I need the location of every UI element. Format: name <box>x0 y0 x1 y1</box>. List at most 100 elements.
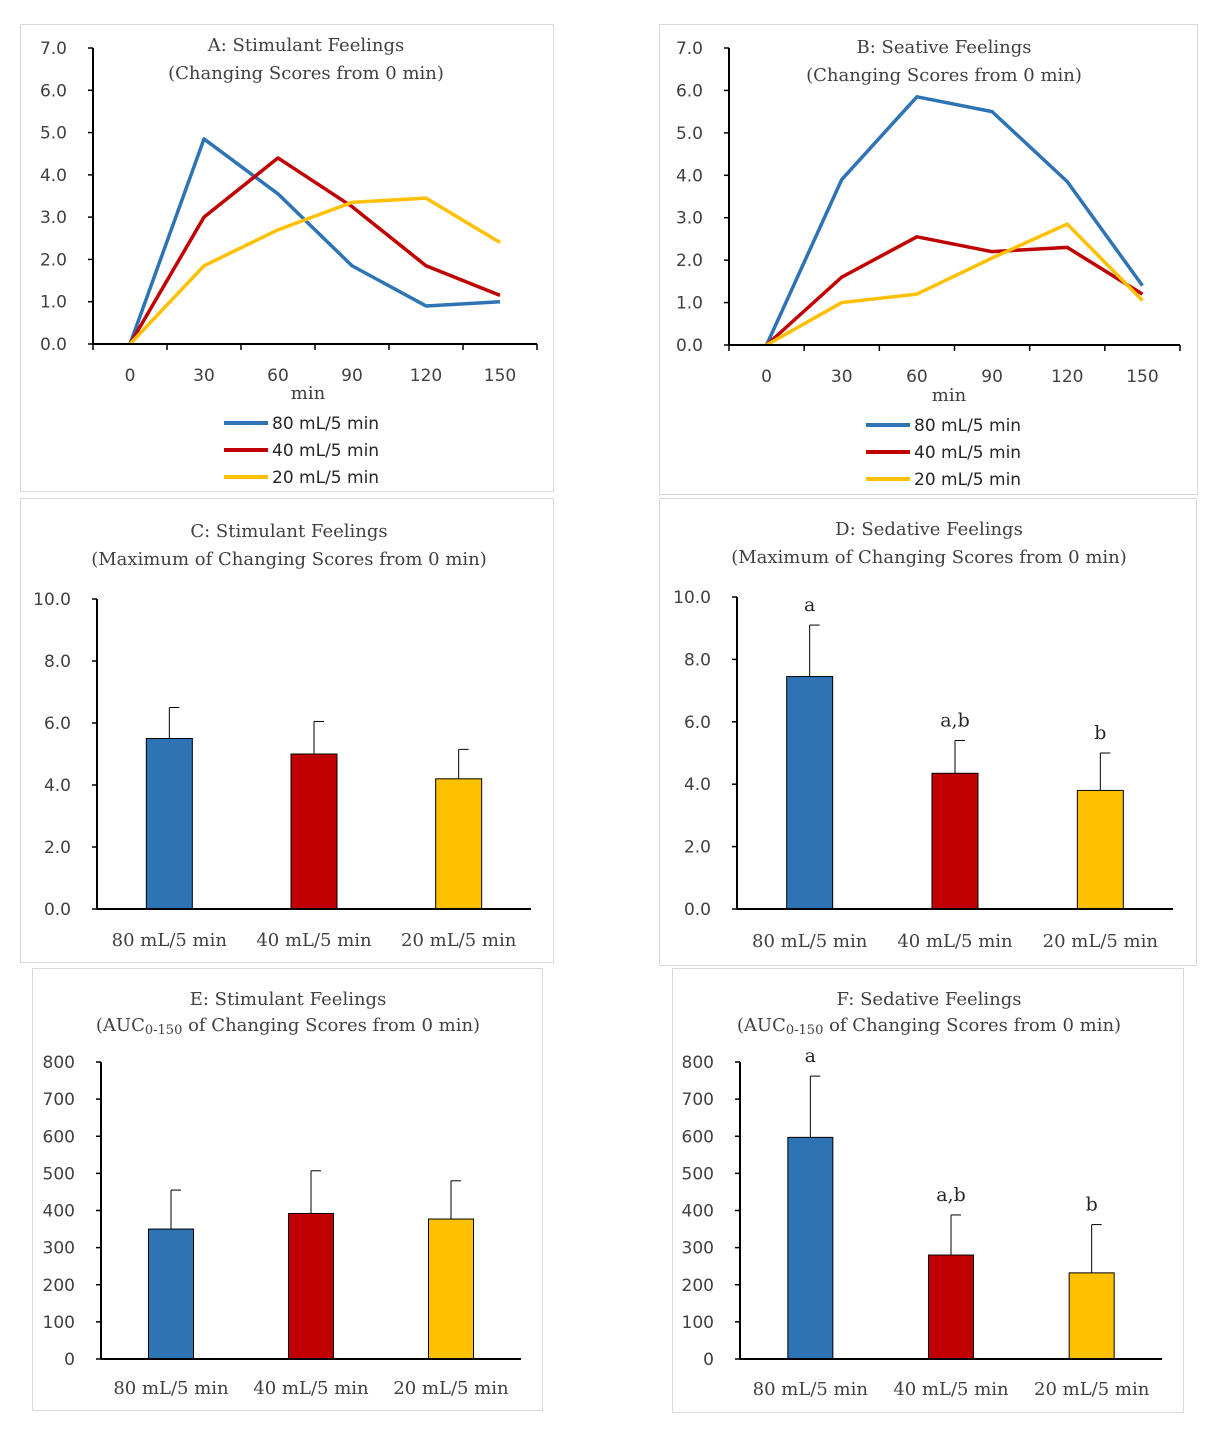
chart-f-ytick-label: 500 <box>682 1164 714 1184</box>
chart-c-subtitle: (Maximum of Changing Scores from 0 min) <box>91 549 487 570</box>
chart-c-category-label: 40 mL/5 min <box>256 930 372 951</box>
chart-d-bar <box>786 676 834 910</box>
chart-f-ytick-label: 700 <box>682 1090 714 1110</box>
chart-f-sig-label: b <box>1086 1194 1098 1216</box>
chart-b-legend-label: 80 mL/5 min <box>914 416 1021 436</box>
panel-b: B: Seative Feelings (Changing Scores fro… <box>659 24 1198 495</box>
chart-f-ytick-label: 200 <box>682 1276 714 1296</box>
chart-a-ytick-label: 3.0 <box>40 208 67 228</box>
chart-f-subtitle: (AUC0-150 of Changing Scores from 0 min) <box>737 1015 1121 1038</box>
chart-e-plot: 0 100 200 300 400 500 600 700 800 80 mL/5 min 40 m… <box>43 1053 521 1399</box>
chart-a-ytick-label: 5.0 <box>40 124 67 144</box>
chart-d-bar <box>1076 789 1124 910</box>
chart-b-ytick-label: 6.0 <box>676 81 703 101</box>
chart-e-ytick-label: 400 <box>43 1202 75 1222</box>
chart-b-xlabel: min <box>932 385 967 406</box>
chart-f-subtitle-pre: (AUC <box>737 1015 786 1036</box>
chart-f: F: Sedative Feelings (AUC0-150 of Changi… <box>682 989 1162 1400</box>
chart-b-xtick-label: 60 <box>906 367 928 387</box>
chart-f-sig-label: a,b <box>936 1184 966 1206</box>
chart-b-ytick-label: 2.0 <box>676 251 703 271</box>
panel-c: C: Stimulant Feelings (Maximum of Changi… <box>20 498 554 963</box>
chart-f-bar <box>928 1254 974 1360</box>
chart-e-ytick-label: 0 <box>64 1350 75 1370</box>
chart-f-subtitle-sub: 0-150 <box>786 1023 823 1038</box>
chart-f-category-label: 40 mL/5 min <box>893 1379 1009 1400</box>
chart-e-ytick-label: 700 <box>43 1090 75 1110</box>
chart-e-subtitle: (AUC0-150 of Changing Scores from 0 min) <box>96 1015 480 1038</box>
chart-b-ytick-label: 5.0 <box>676 124 703 144</box>
chart-a-ytick-label: 0.0 <box>40 335 67 355</box>
chart-f-ytick-label: 800 <box>682 1053 714 1073</box>
chart-a-ytick-label: 6.0 <box>40 81 67 101</box>
chart-a-ytick-label: 7.0 <box>40 39 67 59</box>
chart-f-ytick-label: 0 <box>703 1350 714 1370</box>
chart-a: A: Stimulant Feelings (Changing Scores f… <box>40 35 538 488</box>
chart-d-category-label: 20 mL/5 min <box>1043 931 1159 952</box>
chart-f-category-label: 80 mL/5 min <box>753 1379 869 1400</box>
chart-e-ytick-label: 100 <box>43 1313 75 1333</box>
chart-c-ytick-label: 8.0 <box>44 652 71 672</box>
chart-e-bar <box>148 1228 194 1360</box>
chart-a-legend: 80 mL/5 min 40 mL/5 min 20 mL/5 min <box>224 414 379 488</box>
chart-e-subtitle-sub: 0-150 <box>145 1023 182 1038</box>
chart-b-xtick-label: 90 <box>981 367 1003 387</box>
chart-b-ytick-label: 4.0 <box>676 166 703 186</box>
chart-c-title: C: Stimulant Feelings <box>190 521 387 542</box>
chart-e-ytick-label: 200 <box>43 1276 75 1296</box>
chart-d-ytick-label: 0.0 <box>684 900 711 920</box>
chart-a-series-line <box>128 196 501 346</box>
chart-e: E: Stimulant Feelings (AUC0-150 of Chang… <box>43 989 521 1399</box>
chart-a-legend-label: 40 mL/5 min <box>272 441 379 461</box>
chart-c-bar <box>290 753 338 910</box>
chart-a-subtitle: (Changing Scores from 0 min) <box>168 63 444 84</box>
chart-a-legend-label: 80 mL/5 min <box>272 414 379 434</box>
chart-e-ytick-label: 300 <box>43 1239 75 1259</box>
chart-b-series-line <box>765 235 1144 347</box>
chart-e-ytick-label: 600 <box>43 1127 75 1147</box>
chart-a-legend-label: 20 mL/5 min <box>272 468 379 488</box>
chart-b-series-line <box>764 95 1144 346</box>
chart-e-ytick-label: 500 <box>43 1164 75 1184</box>
chart-c-ytick-label: 2.0 <box>44 838 71 858</box>
chart-f-bar <box>787 1136 834 1360</box>
chart-e-ytick-label: 800 <box>43 1053 75 1073</box>
chart-b-ytick-label: 0.0 <box>676 336 703 356</box>
chart-c-ytick-label: 4.0 <box>44 776 71 796</box>
chart-c-category-label: 20 mL/5 min <box>401 930 517 951</box>
chart-d-category-label: 80 mL/5 min <box>752 931 868 952</box>
chart-e-bar <box>428 1218 474 1360</box>
chart-b-ytick-label: 7.0 <box>676 39 703 59</box>
chart-e-category-label: 80 mL/5 min <box>113 1378 229 1399</box>
chart-b-legend: 80 mL/5 min 40 mL/5 min 20 mL/5 min <box>866 416 1021 490</box>
chart-d-ytick-label: 10.0 <box>673 588 711 608</box>
chart-a-xtick-label: 120 <box>410 366 442 386</box>
chart-b-ytick-label: 3.0 <box>676 209 703 229</box>
chart-b-title: B: Seative Feelings <box>857 37 1032 58</box>
chart-a-plot: 0.0 1.0 2.0 3.0 4.0 5.0 6.0 7.0 0 30 60 90 120 150 <box>40 39 538 386</box>
chart-a-xtick-label: 0 <box>125 366 136 386</box>
chart-f-category-label: 20 mL/5 min <box>1034 1379 1150 1400</box>
chart-c-plot: 0.0 2.0 4.0 6.0 8.0 10.0 80 mL/5 min 40 mL/5 mi… <box>33 590 531 951</box>
chart-c-ytick-label: 0.0 <box>44 900 71 920</box>
chart-e-category-label: 20 mL/5 min <box>393 1378 509 1399</box>
chart-c-ytick-label: 6.0 <box>44 714 71 734</box>
chart-a-xtick-label: 90 <box>341 366 363 386</box>
chart-a-ytick-label: 1.0 <box>40 293 67 313</box>
chart-f-plot: 0 100 200 300 400 500 600 700 800 80 mL/5 min a 40 … <box>682 1045 1162 1400</box>
panel-d: D: Sedative Feelings (Maximum of Changin… <box>659 498 1197 966</box>
chart-d-bar <box>931 772 979 910</box>
chart-b-legend-label: 20 mL/5 min <box>914 470 1021 490</box>
chart-a-xtick-label: 60 <box>267 366 289 386</box>
chart-a-xlabel: min <box>291 383 326 404</box>
chart-a-ytick-label: 4.0 <box>40 166 67 186</box>
chart-f-ytick-label: 400 <box>682 1202 714 1222</box>
chart-b-ytick-label: 1.0 <box>676 294 703 314</box>
chart-c-bar <box>435 778 483 910</box>
chart-d-ytick-label: 8.0 <box>684 650 711 670</box>
chart-d-ytick-label: 4.0 <box>684 775 711 795</box>
chart-c-category-label: 80 mL/5 min <box>112 930 228 951</box>
chart-e-title: E: Stimulant Feelings <box>190 989 387 1010</box>
chart-e-category-label: 40 mL/5 min <box>253 1378 369 1399</box>
chart-e-subtitle-post: of Changing Scores from 0 min) <box>182 1015 480 1036</box>
